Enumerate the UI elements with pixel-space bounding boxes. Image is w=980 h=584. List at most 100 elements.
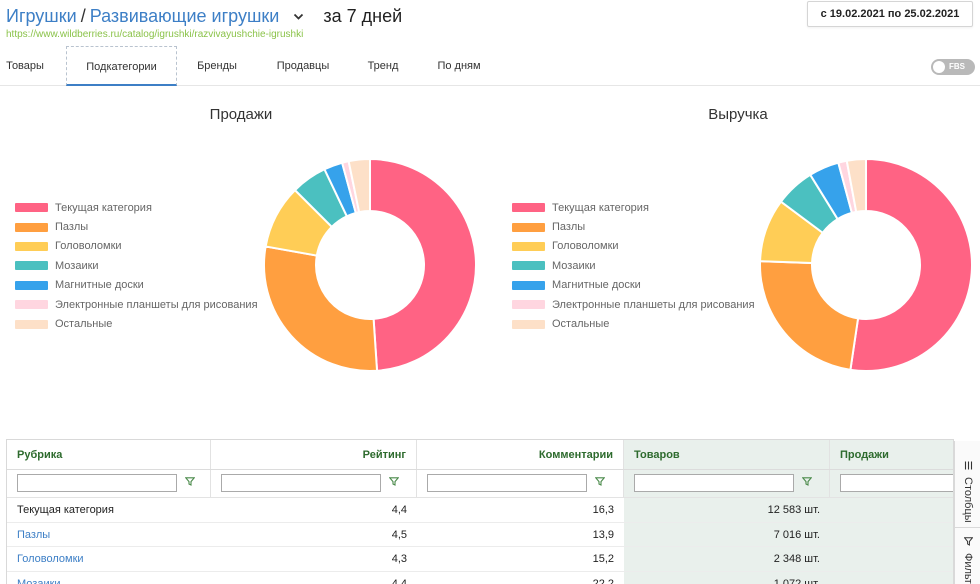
sales-donut-chart [263,157,477,372]
donut-slice[interactable] [845,157,867,214]
legend-label: Текущая категория [552,201,649,214]
date-range-picker[interactable]: с 19.02.2021 по 25.02.2021 [807,1,973,27]
column-header-rating[interactable]: Рейтинг [211,440,417,469]
fbs-toggle-knob [933,61,945,73]
breadcrumb-root-link[interactable]: Игрушки [6,6,77,26]
filter-input-products[interactable] [634,474,794,492]
cell-rubric: Головоломки [7,547,211,571]
legend-swatch [15,261,48,271]
legend-item[interactable]: Магнитные доски [15,276,258,295]
legend-item[interactable]: Пазлы [15,217,258,236]
legend-label: Остальные [55,318,113,331]
cell-sales [830,498,953,522]
tab-trend[interactable]: Тренд [367,60,399,72]
cell-rating: 4,3 [391,553,407,565]
table-row[interactable]: Мозаики 4,4 22,2 1 072 шт. [7,571,953,584]
legend-item[interactable]: Электронные планшеты для рисования [15,295,258,314]
breadcrumb-current-link[interactable]: Развивающие игрушки [89,6,280,26]
legend-swatch [512,222,545,232]
sales-chart-legend: Текущая категория Пазлы Головоломки Мозаики… [15,198,258,334]
tab-bar: Товары Подкатегории Бренды Продавцы Трен… [0,46,980,86]
legend-item[interactable]: Головоломки [15,237,258,256]
category-url-link[interactable]: https://www.wildberries.ru/catalog/igrus… [6,29,304,40]
legend-label: Головоломки [55,240,122,253]
filter-icon[interactable] [388,477,400,489]
filter-icon[interactable] [594,477,606,489]
breadcrumb-separator: / [80,6,86,26]
filter-icon[interactable] [801,477,813,489]
fbs-toggle-label: FBS [949,62,965,71]
legend-item[interactable]: Головоломки [512,237,755,256]
rubric-link[interactable]: Головоломки [17,553,84,565]
filter-input-sales[interactable] [840,474,953,492]
cell-sales [830,522,953,546]
legend-item[interactable]: Текущая категория [15,198,258,217]
donut-slice[interactable] [369,157,477,372]
tab-subcategories[interactable]: Подкатегории [66,46,177,86]
filter-icon[interactable] [184,477,196,489]
columns-panel-label: Столбцы [962,477,974,523]
sales-chart-title: Продажи [209,106,273,123]
tab-products[interactable]: Товары [6,60,44,72]
legend-swatch [15,222,48,232]
filter-input-comments[interactable] [427,474,587,492]
chevron-down-icon[interactable] [293,4,304,26]
cell-rubric: Текущая категория [17,504,114,516]
fbs-toggle[interactable]: FBS [931,59,975,75]
column-header-sales[interactable]: Продажи [830,440,953,469]
column-header-rubric[interactable]: Рубрика [7,440,211,469]
cell-rating: 4,5 [391,528,407,541]
column-header-comments[interactable]: Комментарии [417,440,624,469]
legend-item[interactable]: Магнитные доски [512,276,755,295]
rubric-link[interactable]: Пазлы [17,528,51,541]
legend-swatch [15,241,48,251]
legend-swatch [15,280,48,290]
legend-label: Мозаики [55,259,99,272]
legend-item[interactable]: Электронные планшеты для рисования [512,295,755,314]
cell-rubric: Мозаики [7,572,211,584]
donut-slice[interactable] [849,157,973,372]
legend-item[interactable]: Остальные [15,314,258,333]
table-row[interactable]: Пазлы 4,5 13,9 7 016 шт. [7,522,953,547]
revenue-chart-title: Выручка [708,106,768,123]
legend-item[interactable]: Мозаики [512,256,755,275]
legend-label: Электронные планшеты для рисования [55,298,258,311]
legend-item[interactable]: Остальные [512,314,755,333]
cell-sales [830,571,953,584]
donut-slice[interactable] [263,245,379,372]
legend-label: Мозаики [552,259,596,272]
legend-swatch [512,261,545,271]
tab-by-days[interactable]: По дням [437,60,481,72]
table-filter-row [7,470,953,498]
legend-item[interactable]: Пазлы [512,217,755,236]
donut-slice[interactable] [347,157,371,214]
legend-item[interactable]: Текущая категория [512,198,755,217]
legend-swatch [512,319,545,329]
legend-swatch [15,300,48,310]
filters-panel-button[interactable]: Фильтры [955,537,980,584]
filter-input-rubric[interactable] [17,474,177,492]
rubric-link[interactable]: Мозаики [17,577,61,584]
filter-icon [963,537,973,549]
table-row[interactable]: Головоломки 4,3 15,2 2 348 шт. [7,547,953,572]
period-label: за 7 дней [323,6,403,26]
columns-panel-button[interactable]: Столбцы [955,461,980,523]
legend-swatch [512,300,545,310]
legend-label: Электронные планшеты для рисования [552,298,755,311]
tab-sellers[interactable]: Продавцы [276,60,330,72]
table-row[interactable]: Текущая категория 4,4 16,3 12 583 шт. [7,498,953,523]
donut-slice[interactable] [759,260,860,371]
table-header-row: Рубрика Рейтинг Комментарии Товаров Прод… [7,440,953,470]
legend-label: Головоломки [552,240,619,253]
legend-item[interactable]: Мозаики [15,256,258,275]
subcategories-table: Рубрика Рейтинг Комментарии Товаров Прод… [6,439,954,584]
filter-input-rating[interactable] [221,474,381,492]
legend-swatch [15,319,48,329]
column-header-products[interactable]: Товаров [624,440,830,469]
tab-brands[interactable]: Бренды [197,60,237,72]
legend-swatch [512,203,545,213]
legend-label: Остальные [552,318,610,331]
cell-rating: 4,4 [391,577,407,584]
side-tool-panel: Столбцы Фильтры [954,441,980,584]
